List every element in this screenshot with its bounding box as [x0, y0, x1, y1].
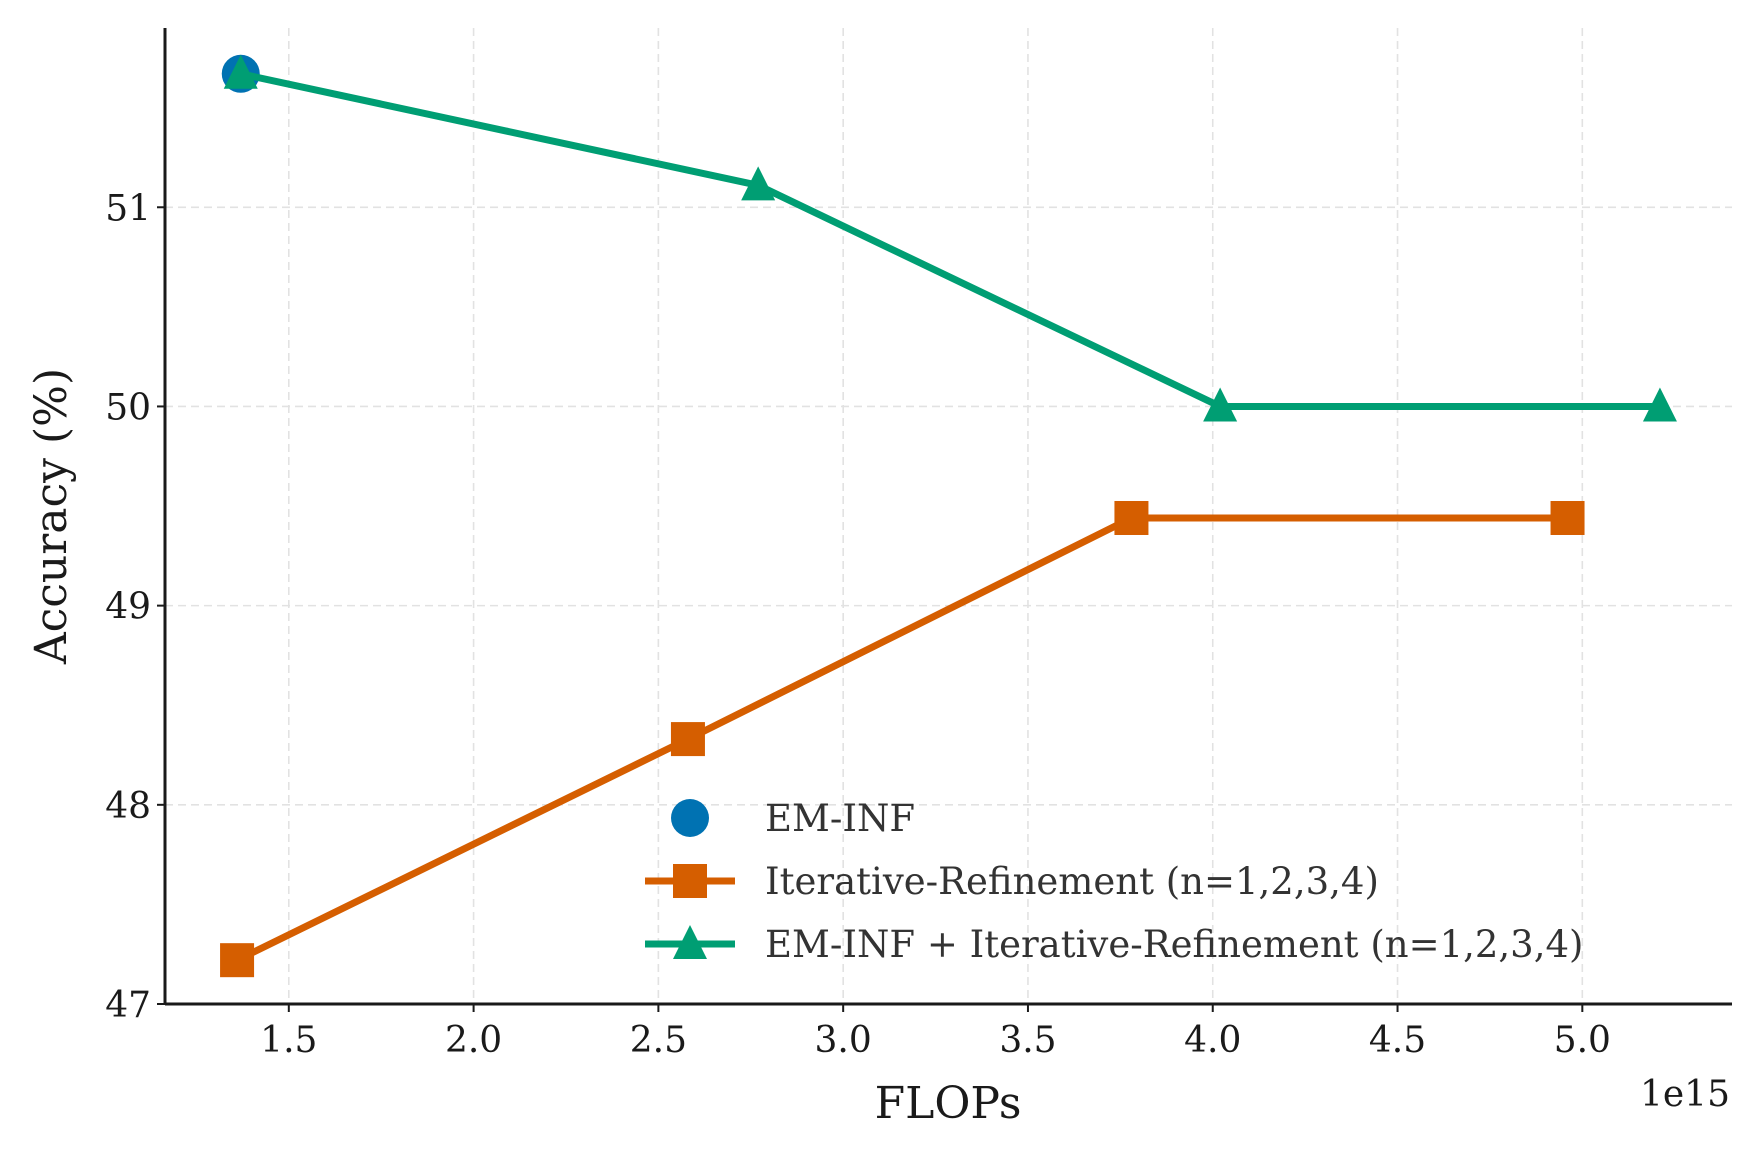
x-tick-label: 3.5 — [999, 1020, 1056, 1061]
y-axis-title: Accuracy (%) — [26, 368, 77, 665]
ticks: 1.5 2.0 2.5 3.0 3.5 4.0 4.5 5.0 47 48 49 50 51 — [105, 188, 1611, 1061]
series-square — [220, 500, 1585, 978]
legend-entry: Iterative-Refinement (n=1,2,3,4) — [645, 860, 1379, 903]
y-tick-label: 50 — [105, 387, 151, 428]
y-tick-label: 49 — [105, 587, 151, 628]
x-tick-label: 5.0 — [1554, 1020, 1611, 1061]
series-triangle — [223, 54, 1677, 422]
data-point — [220, 943, 255, 978]
series-layer — [220, 54, 1677, 978]
legend-entry: EM-INF — [671, 797, 915, 840]
data-point — [1203, 387, 1238, 422]
data-point — [1550, 500, 1585, 535]
x-tick-label: 1.5 — [260, 1020, 317, 1061]
legend-label: EM-INF — [765, 797, 915, 840]
legend-entry: EM-INF + Iterative-Refinement (n=1,2,3,4… — [645, 923, 1583, 966]
series-line — [237, 70, 1664, 410]
data-point — [741, 166, 776, 201]
legend: EM-INF Iterative-Refinement (n=1,2,3,4) EM… — [645, 797, 1583, 966]
legend-marker — [671, 799, 709, 837]
y-tick-label: 51 — [105, 188, 151, 229]
data-point — [223, 54, 258, 89]
x-tick-label: 4.5 — [1369, 1020, 1426, 1061]
x-offset-label: 1e15 — [1640, 1074, 1730, 1115]
y-tick-label: 48 — [105, 786, 151, 827]
x-tick-label: 3.0 — [815, 1020, 872, 1061]
series-line — [233, 514, 1572, 964]
x-axis-title: FLOPs — [875, 1078, 1022, 1129]
legend-marker — [673, 925, 707, 959]
x-tick-label: 2.0 — [445, 1020, 502, 1061]
data-point — [670, 722, 705, 757]
axes — [163, 28, 1732, 1006]
data-point — [1642, 387, 1677, 422]
x-tick-label: 2.5 — [630, 1020, 687, 1061]
legend-label: Iterative-Refinement (n=1,2,3,4) — [765, 860, 1379, 903]
y-tick-label: 47 — [105, 985, 151, 1026]
x-tick-label: 4.0 — [1184, 1020, 1241, 1061]
legend-marker — [673, 864, 707, 898]
data-point — [1114, 500, 1149, 535]
legend-label: EM-INF + Iterative-Refinement (n=1,2,3,4… — [765, 923, 1583, 966]
